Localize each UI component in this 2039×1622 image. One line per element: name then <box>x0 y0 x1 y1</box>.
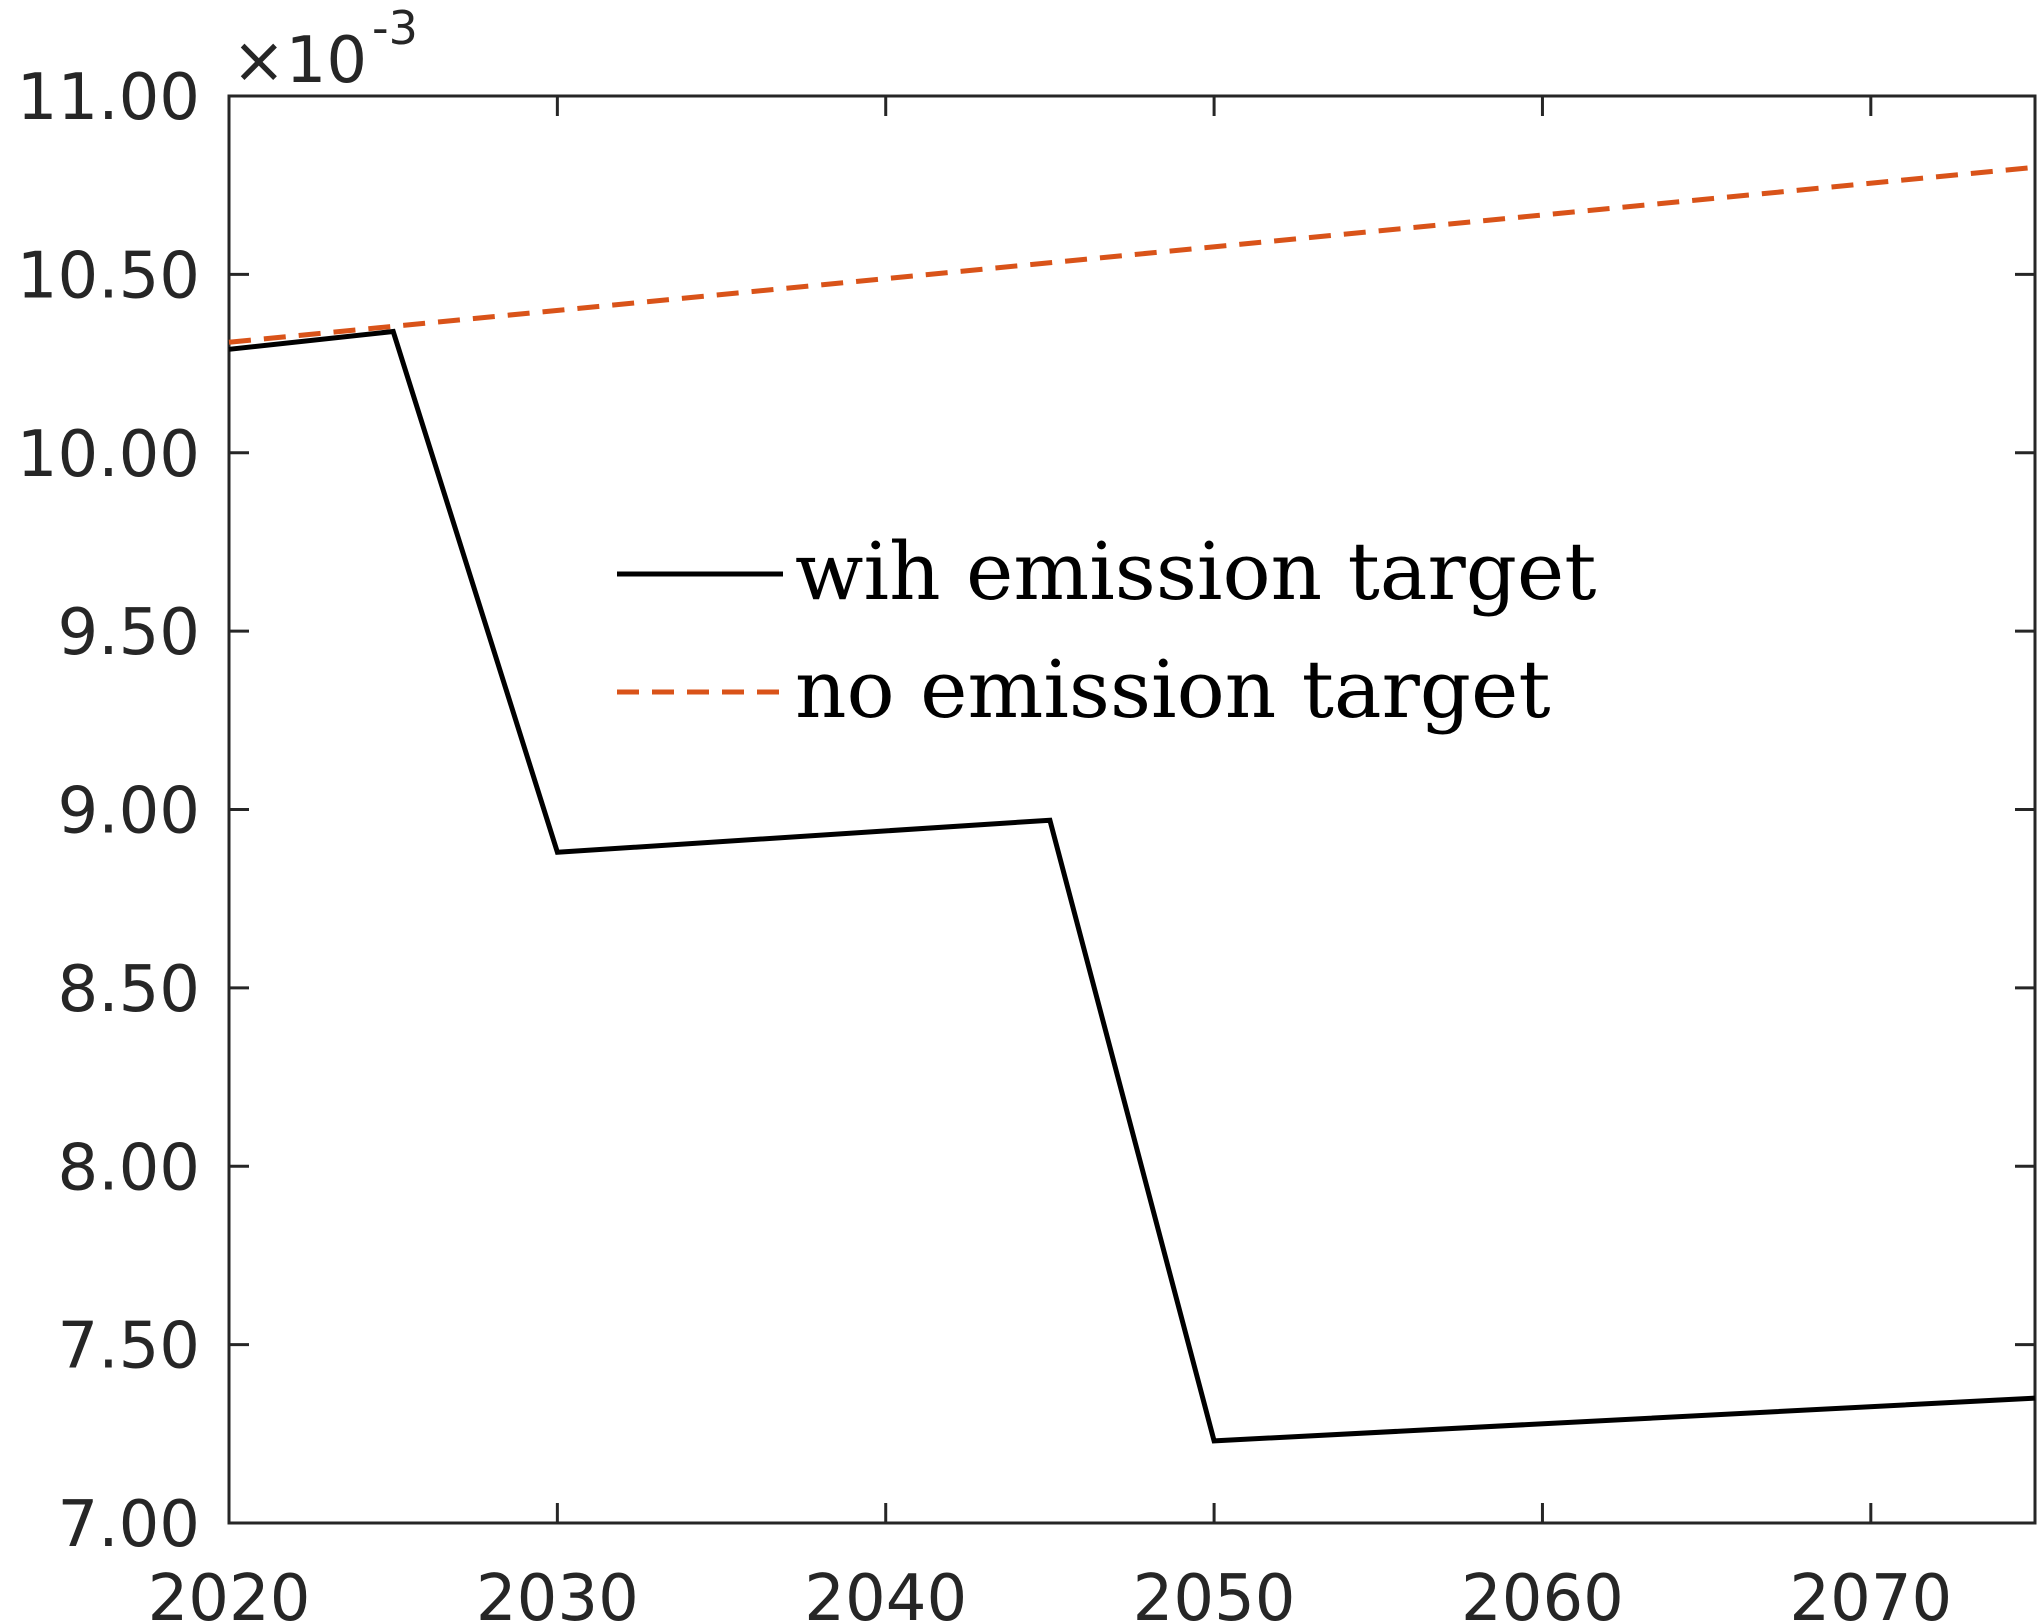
series-layer <box>228 164 2036 1444</box>
y-axis-multiplier: ×10 -3 <box>232 1 418 98</box>
x-tick-label: 2060 <box>1461 1562 1624 1622</box>
series-line-with-emission-target <box>228 328 2036 1444</box>
x-tick-label: 2020 <box>148 1562 311 1622</box>
x-tick-label: 2070 <box>1789 1562 1952 1622</box>
y-tick-label: 10.00 <box>17 418 200 492</box>
y-tick-label: 7.00 <box>58 1488 201 1562</box>
y-tick-label: 7.50 <box>58 1310 201 1384</box>
y-tick-label: 8.50 <box>58 953 201 1027</box>
x-tick-label: 2030 <box>476 1562 639 1622</box>
x-tick-label: 2040 <box>804 1562 967 1622</box>
legend: wih emission target no emission target <box>617 525 1596 736</box>
ticks-layer: 2020 2030 2040 2050 2060 2070 7.00 7.50 8.00 8.50… <box>17 61 2035 1622</box>
y-multiplier-exponent: -3 <box>372 1 418 55</box>
y-tick-label: 10.50 <box>17 239 200 313</box>
legend-label: wih emission target <box>795 525 1596 618</box>
y-tick-label: 9.00 <box>58 775 201 849</box>
y-tick-label: 8.00 <box>58 1131 201 1205</box>
y-tick-label: 9.50 <box>58 596 201 670</box>
y-tick-label: 11.00 <box>17 61 200 135</box>
x-tick-label: 2050 <box>1133 1562 1296 1622</box>
y-multiplier-base: ×10 <box>232 24 367 98</box>
series-line-no-emission-target <box>228 164 2036 345</box>
legend-label: no emission target <box>795 643 1551 736</box>
